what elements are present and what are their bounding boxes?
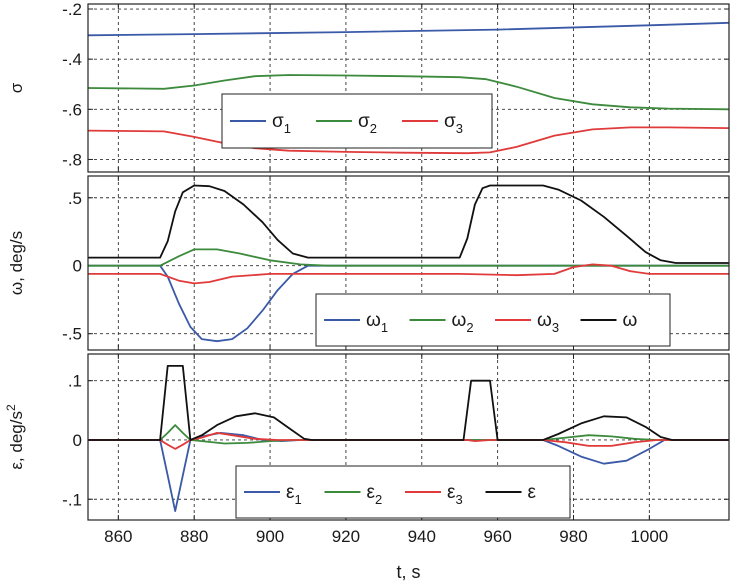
x-tick-label: 860: [104, 527, 132, 546]
plot-frame: [87, 3, 730, 173]
plot-frame: [87, 353, 730, 521]
legend-label-subscript: 3: [455, 492, 462, 507]
series-line-epsilon-total: [88, 365, 729, 441]
x-tick-label: 1000: [630, 527, 668, 546]
series-line-omega-total: [88, 184, 729, 264]
series-line-epsilon-3: [88, 432, 729, 450]
x-tick-label: 980: [559, 527, 587, 546]
series-line-omega-3: [88, 263, 729, 285]
y-axis-label-superscript: 2: [4, 404, 18, 411]
x-tick-label: 960: [483, 527, 511, 546]
series-line-sigma-2: [88, 74, 729, 111]
series-line-epsilon-2: [88, 424, 729, 445]
y-tick-label: -.5: [62, 325, 82, 344]
legend-label-subscript: 3: [456, 121, 463, 136]
y-tick-label: .1: [68, 372, 82, 391]
panel-omega: .50-.5ω, deg/sω1 ω2 ω3 ω: [7, 175, 730, 351]
legend-label-subscript: 1: [284, 121, 291, 136]
legend-label-subscript: 1: [381, 320, 388, 335]
y-tick-label: -.8: [62, 150, 82, 169]
x-tick-label: 900: [256, 527, 284, 546]
y-axis-label: σ: [7, 82, 26, 93]
y-tick-label: -.6: [62, 100, 82, 119]
legend-epsilon: ε1 ε2 ε3 ε: [235, 465, 571, 519]
y-tick-label: 0: [73, 431, 82, 450]
y-axis-label: ε, deg/s2: [4, 404, 26, 470]
y-tick-label: 0: [73, 257, 82, 276]
legend-label-subscript: 3: [552, 320, 559, 335]
series-line-sigma-1: [88, 21, 729, 37]
legend-label: ω: [623, 310, 638, 331]
x-axis-label: t, s: [396, 562, 420, 582]
legend-omega: ω1 ω2 ω3 ω: [315, 293, 671, 347]
legend-box: [221, 93, 493, 149]
plot-frame: [87, 175, 730, 351]
x-tick-label: 880: [180, 527, 208, 546]
legend-label-subscript: 2: [370, 121, 377, 136]
panel-sigma: -.2 -.4 -.6 -.8 σ σ1 σ2 σ3: [7, 0, 730, 173]
series-line-omega-2: [88, 248, 729, 267]
x-tick-label: 920: [332, 527, 360, 546]
series-line-sigma-3: [88, 126, 729, 155]
legend-label-subscript: 2: [375, 492, 382, 507]
legend-label-subscript: 1: [294, 492, 301, 507]
y-axis-label: ω, deg/s: [7, 231, 26, 295]
legend-sigma: σ1 σ2 σ3: [221, 93, 493, 149]
legend-label-subscript: 2: [466, 320, 473, 335]
y-tick-label: -.4: [62, 50, 82, 69]
y-tick-label: .5: [68, 189, 82, 208]
x-tick-label: 940: [408, 527, 436, 546]
legend-label: ε: [528, 482, 537, 503]
y-tick-label: -.2: [62, 0, 82, 19]
y-tick-label: -.1: [62, 490, 82, 509]
